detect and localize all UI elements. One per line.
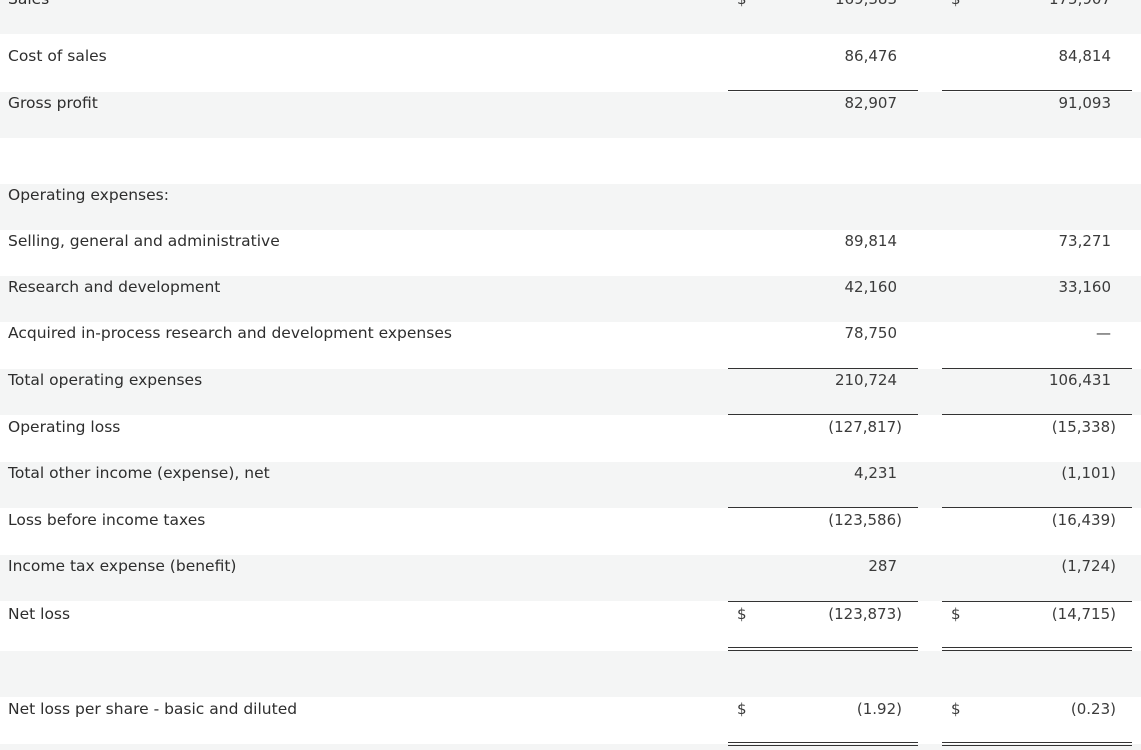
row-label: Net loss <box>8 605 71 623</box>
value-column-2: (14,715) <box>1051 605 1116 623</box>
currency-symbol: $ <box>737 700 747 718</box>
table-row-cost-of-sales: Cost of sales 86,476 84,814 <box>0 45 1141 91</box>
table-row-net-loss: Net loss $ (123,873) $ (14,715) <box>0 603 1141 649</box>
value-column-2: (1,724) <box>1061 557 1116 575</box>
row-label: Net loss per share - basic and diluted <box>8 700 298 718</box>
value-column-1: (123,873) <box>828 605 902 623</box>
table-row-sga: Selling, general and administrative 89,8… <box>0 230 1141 276</box>
value-column-2: (1,101) <box>1061 464 1116 482</box>
table-row-operating-loss: Operating loss (127,817) (15,338) <box>0 416 1141 462</box>
total-double-rule <box>728 647 918 651</box>
currency-symbol: $ <box>737 0 747 11</box>
currency-symbol: $ <box>737 605 747 623</box>
table-row-spacer <box>0 138 1141 184</box>
subtotal-rule <box>942 90 1132 91</box>
table-row-acquired-iprd: Acquired in-process research and develop… <box>0 322 1141 368</box>
value-column-1: 86,476 <box>844 47 898 65</box>
table-row-spacer <box>0 744 1141 750</box>
value-column-2: 175,907 <box>1049 0 1111 11</box>
value-column-2: 33,160 <box>1058 278 1112 296</box>
row-label: Selling, general and administrative <box>8 232 280 250</box>
value-column-2: (0.23) <box>1070 700 1116 718</box>
row-label: Total other income (expense), net <box>8 464 270 482</box>
subtotal-rule <box>728 368 918 369</box>
section-heading: Operating expenses: <box>8 186 169 204</box>
total-double-rule <box>942 647 1132 651</box>
currency-symbol: $ <box>951 0 961 11</box>
value-column-1: (123,586) <box>828 511 902 529</box>
value-column-1: 287 <box>868 557 897 575</box>
total-double-rule <box>942 742 1132 746</box>
table-row-research-development: Research and development 42,160 33,160 <box>0 276 1141 322</box>
value-column-1: 89,814 <box>844 232 898 250</box>
row-label: Cost of sales <box>8 47 107 65</box>
subtotal-rule <box>942 507 1132 508</box>
value-column-1: 78,750 <box>844 324 898 342</box>
currency-symbol: $ <box>951 700 961 718</box>
value-column-2: — <box>1096 324 1111 342</box>
row-label: Operating loss <box>8 418 121 436</box>
value-column-2: 73,271 <box>1058 232 1112 250</box>
currency-symbol: $ <box>951 605 961 623</box>
value-column-1: 42,160 <box>844 278 898 296</box>
table-row-sales: Sales $ 169,383 $ 175,907 <box>0 0 1141 34</box>
row-label: Gross profit <box>8 94 98 112</box>
subtotal-rule <box>942 414 1132 415</box>
table-row-operating-expenses-header: Operating expenses: <box>0 184 1141 230</box>
subtotal-rule <box>728 601 918 602</box>
row-label: Income tax expense (benefit) <box>8 557 237 575</box>
row-label: Total operating expenses <box>8 371 203 389</box>
subtotal-rule <box>942 368 1132 369</box>
value-column-2: 91,093 <box>1058 94 1112 112</box>
row-label: Loss before income taxes <box>8 511 206 529</box>
value-column-1: (1.92) <box>856 700 902 718</box>
subtotal-rule <box>942 601 1132 602</box>
value-column-2: 84,814 <box>1058 47 1112 65</box>
subtotal-rule <box>728 90 918 91</box>
table-row-income-tax: Income tax expense (benefit) 287 (1,724) <box>0 555 1141 601</box>
value-column-1: 169,383 <box>835 0 897 11</box>
table-row-loss-before-taxes: Loss before income taxes (123,586) (16,4… <box>0 509 1141 555</box>
row-label: Acquired in-process research and develop… <box>8 324 452 342</box>
value-column-2: (15,338) <box>1051 418 1116 436</box>
table-row-net-loss-per-share: Net loss per share - basic and diluted $… <box>0 698 1141 744</box>
value-column-2: (16,439) <box>1051 511 1116 529</box>
value-column-1: 210,724 <box>834 371 897 389</box>
total-double-rule <box>728 742 918 746</box>
subtotal-rule <box>728 414 918 415</box>
value-column-2: 106,431 <box>1048 371 1111 389</box>
row-label: Sales <box>8 0 49 11</box>
row-label: Research and development <box>8 278 221 296</box>
table-row-spacer <box>0 651 1141 697</box>
value-column-1: 4,231 <box>854 464 897 482</box>
table-row-other-income: Total other income (expense), net 4,231 … <box>0 462 1141 508</box>
subtotal-rule <box>728 507 918 508</box>
value-column-1: 82,907 <box>844 94 898 112</box>
value-column-1: (127,817) <box>828 418 902 436</box>
table-row-gross-profit: Gross profit 82,907 91,093 <box>0 92 1141 138</box>
table-row-total-operating-expenses: Total operating expenses 210,724 106,431 <box>0 369 1141 415</box>
